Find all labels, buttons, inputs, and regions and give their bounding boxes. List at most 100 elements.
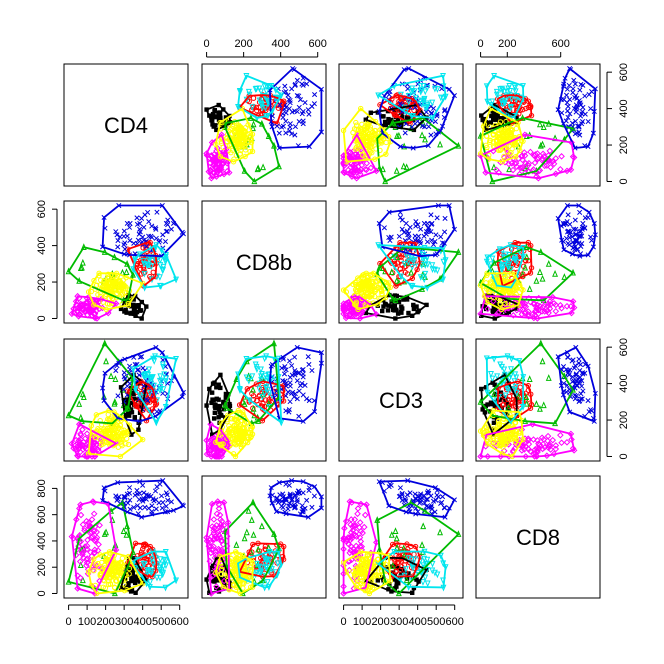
- data-point: [124, 435, 130, 442]
- data-point: [396, 299, 402, 305]
- data-point: [433, 232, 439, 238]
- data-point: [485, 402, 490, 407]
- data-point: [296, 388, 302, 394]
- data-point: [409, 275, 416, 282]
- data-point: [533, 447, 541, 454]
- data-point: [390, 307, 396, 313]
- data-point: [276, 130, 282, 136]
- data-point: [545, 300, 552, 308]
- data-point: [129, 578, 134, 584]
- data-point: [582, 215, 588, 221]
- data-point: [359, 128, 365, 135]
- data-point: [394, 584, 399, 589]
- data-point: [279, 503, 285, 509]
- data-point: [214, 585, 219, 591]
- data-point: [381, 304, 386, 309]
- cluster-hull: [479, 246, 575, 302]
- data-point: [152, 488, 159, 494]
- data-point: [250, 95, 257, 101]
- data-point: [564, 86, 570, 92]
- data-point: [294, 378, 300, 384]
- data-point: [578, 396, 584, 402]
- data-point: [219, 413, 224, 418]
- cluster-hull: [205, 373, 232, 437]
- data-point: [398, 124, 404, 129]
- data-point: [493, 91, 500, 99]
- data-point: [274, 560, 281, 568]
- data-point: [512, 159, 520, 167]
- data-point: [123, 531, 130, 538]
- data-point: [350, 129, 356, 136]
- data-point: [236, 426, 243, 432]
- data-point: [112, 425, 118, 431]
- data-point: [83, 430, 91, 437]
- scatter-panel: [477, 65, 598, 185]
- data-point: [561, 273, 568, 280]
- data-point: [406, 571, 411, 576]
- data-point: [131, 504, 137, 511]
- data-point: [228, 149, 234, 156]
- data-point: [304, 497, 310, 503]
- data-point: [153, 506, 159, 512]
- data-point: [496, 309, 501, 314]
- data-point: [578, 243, 584, 249]
- cluster-hull: [479, 107, 524, 163]
- data-point: [259, 418, 266, 424]
- data-point: [494, 373, 501, 381]
- data-point: [77, 561, 84, 569]
- data-point: [136, 303, 141, 308]
- data-point: [580, 220, 586, 227]
- data-point: [296, 104, 302, 110]
- data-point: [406, 231, 412, 237]
- data-point: [363, 139, 370, 145]
- data-point: [394, 307, 399, 312]
- cluster-hull: [205, 133, 231, 180]
- data-point: [77, 442, 84, 450]
- data-point: [106, 274, 112, 280]
- data-point: [395, 131, 402, 139]
- data-point: [144, 569, 151, 576]
- data-point: [493, 391, 498, 397]
- data-point: [208, 440, 215, 447]
- cluster-hull: [224, 117, 281, 183]
- data-point: [381, 225, 387, 231]
- data-point: [229, 416, 235, 422]
- data-point: [113, 572, 119, 579]
- data-point: [113, 493, 119, 499]
- data-point: [375, 578, 381, 583]
- cluster-hull: [119, 556, 148, 594]
- data-point: [497, 403, 502, 409]
- data-point: [287, 493, 293, 499]
- data-point: [124, 584, 129, 589]
- data-point: [240, 552, 246, 559]
- data-point: [287, 121, 293, 127]
- cluster-hull: [238, 94, 285, 125]
- data-point: [393, 277, 400, 284]
- data-point: [268, 566, 275, 573]
- data-point: [113, 426, 119, 432]
- data-point: [134, 215, 140, 221]
- cluster-hull: [132, 355, 178, 425]
- data-point: [216, 382, 221, 387]
- data-point: [558, 439, 565, 447]
- data-point: [533, 301, 541, 309]
- data-point: [132, 306, 137, 311]
- data-point: [552, 301, 560, 309]
- data-point: [400, 306, 405, 311]
- data-point: [502, 300, 508, 307]
- data-point: [233, 126, 240, 132]
- data-point: [159, 361, 166, 369]
- data-point: [296, 93, 302, 99]
- data-point: [245, 566, 252, 572]
- data-point: [382, 119, 388, 125]
- data-point: [572, 232, 578, 238]
- data-point: [560, 364, 567, 370]
- data-point: [115, 281, 122, 287]
- data-point: [148, 380, 155, 388]
- data-point: [233, 541, 240, 548]
- data-point: [570, 357, 576, 363]
- data-point: [106, 575, 113, 581]
- data-point: [420, 82, 427, 90]
- data-point: [429, 266, 436, 273]
- data-point: [572, 81, 578, 87]
